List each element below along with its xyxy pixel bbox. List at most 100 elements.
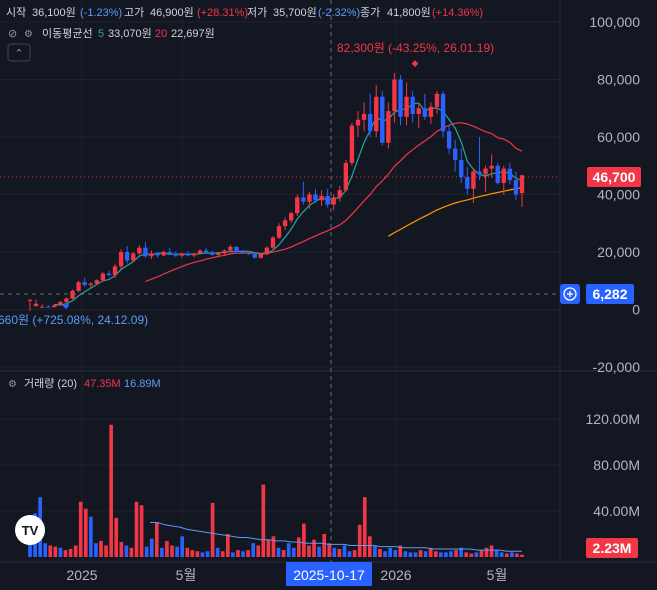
candle-body xyxy=(392,79,397,112)
volume-bar xyxy=(357,524,362,557)
candle-body xyxy=(452,148,458,160)
volume-bar xyxy=(337,548,342,557)
volume-ma-line xyxy=(150,522,522,552)
close-value: 41,800원 xyxy=(387,6,431,19)
candle-body xyxy=(222,250,227,254)
close-change: (+14.36%) xyxy=(432,7,483,19)
candle-body xyxy=(149,253,154,257)
volume-bar xyxy=(241,551,245,557)
volume-bar xyxy=(200,552,205,557)
ma-legend-title: 이동평균선 xyxy=(42,27,93,40)
last-price-label: 46,700 xyxy=(593,169,636,185)
volume-bar xyxy=(322,534,327,557)
volume-bar xyxy=(175,546,179,557)
volume-bar xyxy=(474,552,479,557)
candle-body xyxy=(100,273,106,281)
candle-body xyxy=(82,282,87,286)
price-tick-label: 0 xyxy=(632,302,640,318)
time-tick-label: 5월 xyxy=(176,567,197,583)
candle-body xyxy=(173,253,178,256)
volume-bar xyxy=(327,543,332,557)
volume-axis: 120.00M 80.00M 40.00M xyxy=(586,411,640,519)
volume-bar xyxy=(291,547,296,557)
candle-body xyxy=(270,237,276,248)
eye-off-icon[interactable]: ⊘ xyxy=(8,28,17,40)
candle-body xyxy=(216,253,221,255)
candle-body xyxy=(495,165,500,183)
volume-bar xyxy=(83,508,88,557)
volume-bar xyxy=(302,523,306,557)
volume-bar xyxy=(205,551,210,557)
candle-body xyxy=(94,280,100,284)
ma2-value: 22,697원 xyxy=(171,27,215,40)
volume-bar xyxy=(362,497,367,557)
volume-bar xyxy=(251,543,256,557)
collapse-legend-button[interactable] xyxy=(7,43,31,62)
low-label: 저가 xyxy=(247,6,267,19)
candle-body xyxy=(106,273,112,275)
volume-bar xyxy=(48,545,53,557)
candle-body xyxy=(161,252,166,256)
volume-bar xyxy=(225,534,230,557)
gridlines xyxy=(0,0,560,562)
volume-bar xyxy=(119,542,124,557)
price-axis: 100,000 80,000 60,000 40,000 20,000 0 -20,000 xyxy=(589,14,640,375)
ma60-line xyxy=(388,187,523,237)
volume-bar xyxy=(170,545,174,557)
volume-bar xyxy=(139,505,144,557)
volume-bar xyxy=(58,547,63,557)
volume-settings-icon[interactable]: ⚙ xyxy=(8,379,17,390)
low-annotation: 660원 (+725.08%, 24.12.09) xyxy=(0,313,148,327)
volume-bar xyxy=(94,543,98,557)
volume-bar xyxy=(510,552,514,557)
candle-body xyxy=(228,246,233,251)
volume-bar xyxy=(190,550,195,557)
time-tick-label: 2025 xyxy=(66,567,97,583)
volume-bar xyxy=(504,553,509,557)
candle-body xyxy=(246,253,251,255)
volume-bar xyxy=(403,551,408,557)
volume-bar xyxy=(256,545,261,557)
high-change: (+28.31%) xyxy=(197,7,248,19)
time-tick-label: 2026 xyxy=(380,567,411,583)
candle-body xyxy=(355,119,361,126)
volume-bar xyxy=(449,551,453,557)
volume-bar xyxy=(413,552,418,557)
plus-circle-icon xyxy=(563,287,577,301)
candle-body xyxy=(131,253,136,261)
price-tick-label: 100,000 xyxy=(589,14,640,30)
volume-bar xyxy=(73,545,78,557)
settings-icon[interactable]: ⚙ xyxy=(24,29,33,40)
volume-bar xyxy=(104,545,108,557)
time-tick-label: 5월 xyxy=(487,567,508,583)
candle-body xyxy=(185,253,191,256)
tradingview-logo[interactable] xyxy=(15,515,45,545)
candle-body xyxy=(361,114,367,120)
volume-bar xyxy=(433,551,438,557)
volume-bar xyxy=(231,552,235,557)
volume-bar xyxy=(129,547,134,557)
volume-bar xyxy=(160,547,164,557)
volume-bar xyxy=(149,538,154,557)
candle-body xyxy=(240,252,245,254)
candle-body xyxy=(465,177,470,189)
candle-body xyxy=(337,190,342,198)
candle-body xyxy=(88,283,93,286)
volume-bar xyxy=(312,539,316,557)
candle-body xyxy=(519,175,525,194)
candle-body xyxy=(234,246,239,252)
crosshair-price-badge xyxy=(586,284,634,304)
price-tick-label: 80,000 xyxy=(597,72,640,88)
candle-body xyxy=(313,194,318,201)
candle-body xyxy=(501,168,506,183)
volume-bar xyxy=(286,543,291,557)
ma1-value: 33,070원 xyxy=(108,27,152,40)
candle-body xyxy=(167,252,172,254)
volume-bar xyxy=(388,547,392,557)
price-tick-label: 20,000 xyxy=(597,244,640,260)
volume-bar xyxy=(489,545,494,557)
volume-bar xyxy=(220,551,225,557)
candle-body xyxy=(112,266,118,275)
tv-logo-icon: TV xyxy=(22,523,39,538)
volume-bar xyxy=(281,550,286,557)
